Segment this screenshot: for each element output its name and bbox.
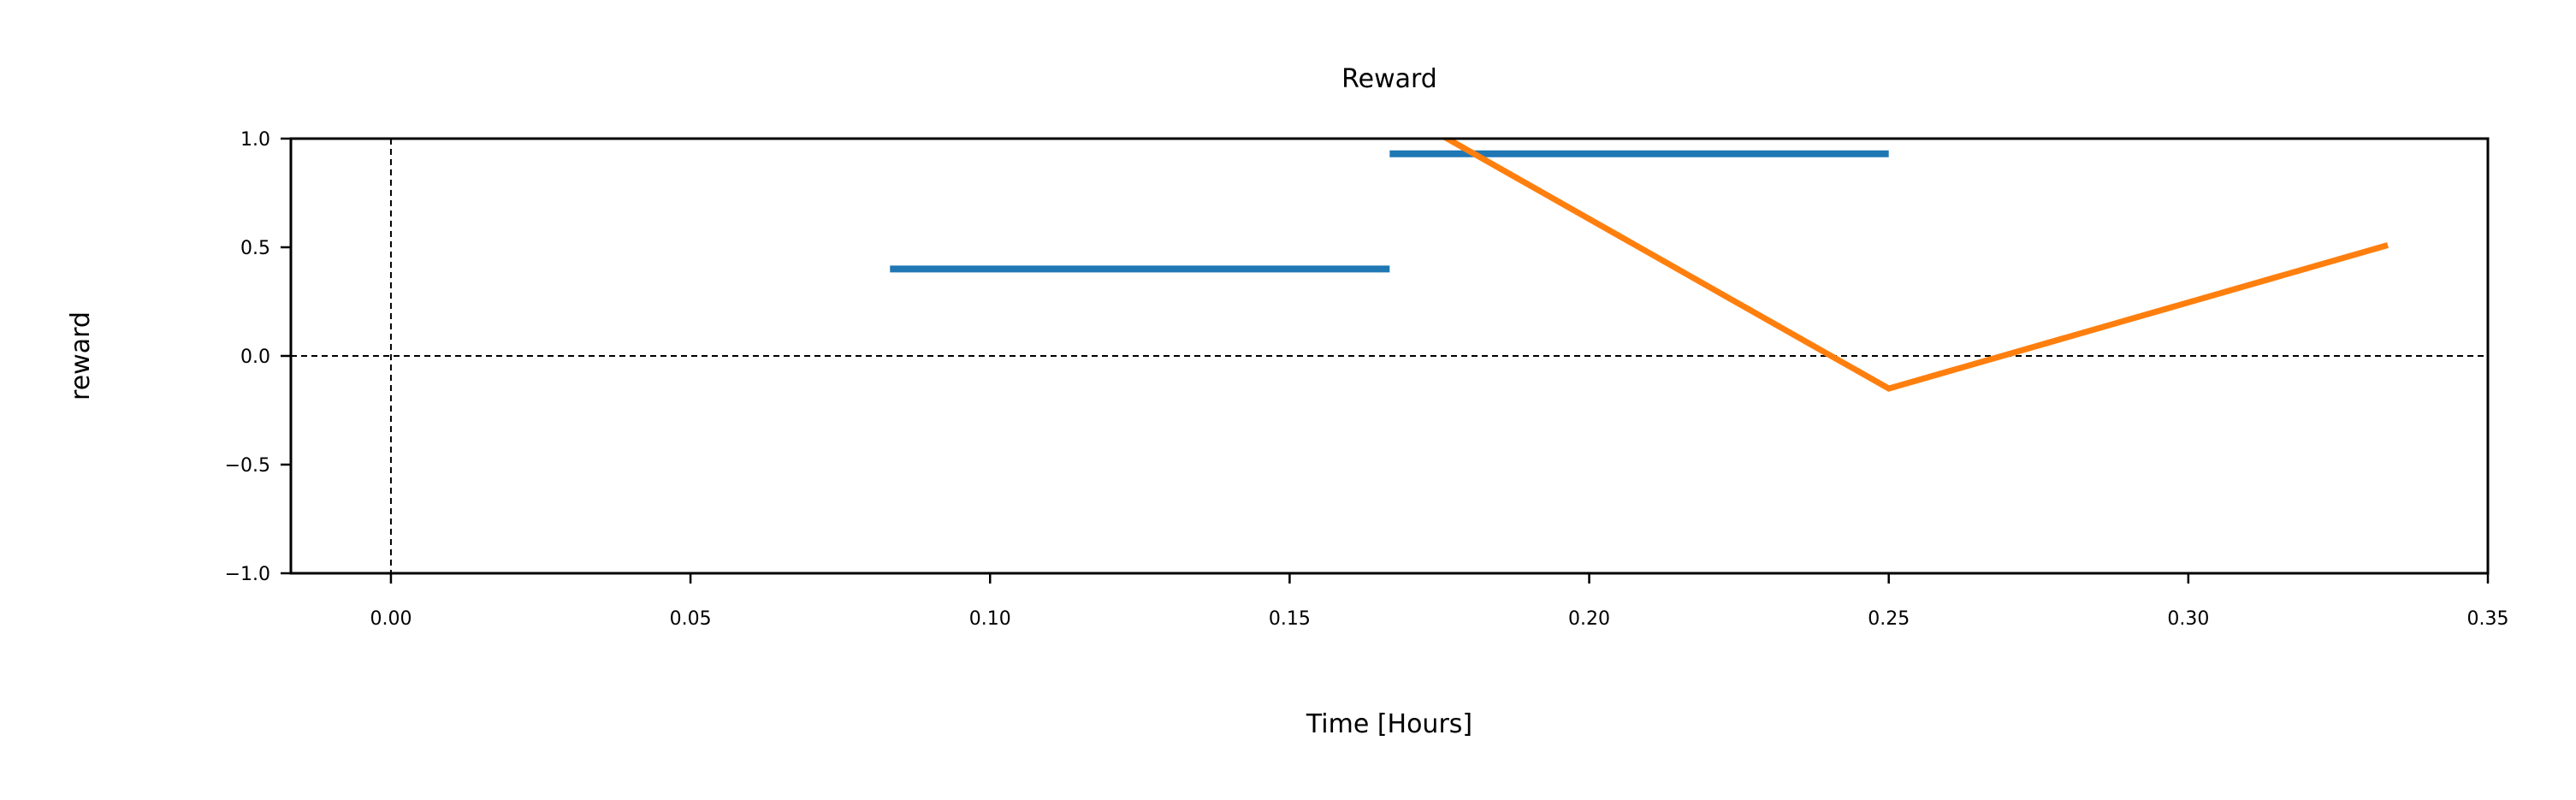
y-tick-label: 0.5: [240, 238, 270, 259]
y-tick-label: −0.5: [225, 455, 270, 477]
y-tick-label: 0.0: [240, 347, 270, 368]
x-axis-label: Time [Hours]: [1306, 709, 1472, 739]
series-layer: [890, 139, 2389, 392]
x-tick-label: 0.25: [1868, 608, 1910, 630]
x-tick-label: 0.00: [370, 608, 412, 630]
chart-title: Reward: [1341, 64, 1437, 94]
x-tick-label: 0.20: [1568, 608, 1610, 630]
y-tick-label: 1.0: [240, 129, 270, 151]
x-tick-label: 0.30: [2167, 608, 2209, 630]
reference-lines: [291, 139, 2488, 573]
x-tick-label: 0.10: [969, 608, 1011, 630]
y-axis-label: reward: [66, 311, 96, 400]
x-tick-label: 0.15: [1269, 608, 1311, 630]
y-tick-label: −1.0: [225, 564, 270, 585]
x-tick-label: 0.05: [670, 608, 712, 630]
x-tick-label: 0.35: [2467, 608, 2509, 630]
y-axis-ticks: −1.0 −0.5 0.0 0.5 1.0: [225, 129, 291, 585]
series-2-line: [1441, 139, 2389, 392]
x-axis-ticks: 0.00 0.05 0.10 0.15 0.20 0.25 0.30 0.35: [370, 573, 2508, 630]
